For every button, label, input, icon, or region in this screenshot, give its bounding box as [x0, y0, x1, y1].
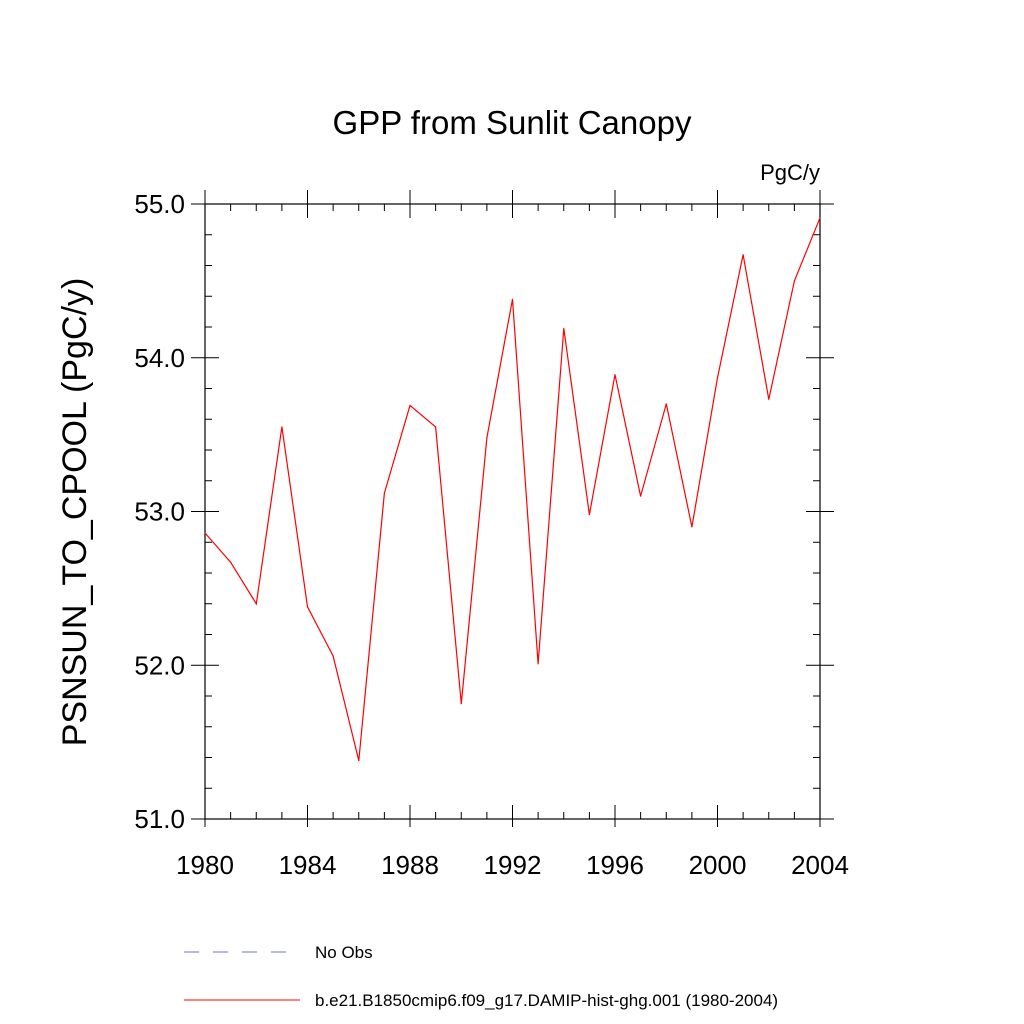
y-tick-label: 55.0: [134, 189, 185, 219]
data-point: [409, 404, 411, 407]
data-point: [383, 492, 385, 494]
data-point: [332, 655, 334, 657]
data-point: [742, 254, 744, 256]
x-tick-label: 1996: [586, 850, 644, 880]
x-tick-label: 2000: [689, 850, 747, 880]
y-axis-label: PSNSUN_TO_CPOOL (PgC/y): [56, 278, 94, 747]
data-point: [511, 298, 514, 300]
series-layer: [204, 217, 821, 762]
data-point: [614, 374, 616, 376]
y-tick-label: 52.0: [134, 650, 185, 680]
data-point: [665, 403, 667, 405]
data-point: [230, 561, 232, 563]
x-tick-label: 1984: [279, 850, 337, 880]
data-point: [486, 437, 488, 439]
y-tick-label: 54.0: [134, 343, 185, 373]
y-tick-label: 51.0: [134, 804, 185, 834]
plot-frame: [204, 203, 821, 820]
data-point: [204, 532, 206, 534]
data-point: [819, 217, 821, 219]
data-point: [306, 606, 309, 608]
data-point: [537, 663, 539, 665]
data-point: [435, 426, 437, 428]
legend-label: No Obs: [315, 943, 373, 962]
tick-labels: 1980 1984 1988 1992 1996 2000 2004 51.0 52.0 53.0…: [134, 189, 849, 880]
data-point: [588, 513, 590, 516]
data-point: [716, 377, 719, 379]
x-tick-label: 1980: [176, 850, 234, 880]
data-point: [691, 526, 693, 528]
x-tick-label: 2004: [791, 850, 849, 880]
x-tick-label: 1992: [484, 850, 542, 880]
axis-ticks: [191, 190, 834, 827]
legend: No Obs b.e21.B1850cmip6.f09_g17.DAMIP-his…: [184, 943, 778, 1010]
legend-label: b.e21.B1850cmip6.f09_g17.DAMIP-hist-ghg.…: [315, 991, 778, 1010]
y-tick-label: 53.0: [134, 497, 185, 527]
data-point: [563, 327, 565, 330]
data-point: [793, 280, 795, 282]
data-point: [768, 398, 770, 400]
x-tick-label: 1988: [381, 850, 439, 880]
data-point: [358, 759, 360, 762]
units-label: PgC/y: [760, 160, 820, 185]
data-point: [640, 495, 642, 497]
data-point: [460, 703, 462, 705]
chart-title: GPP from Sunlit Canopy: [333, 104, 692, 141]
data-point: [281, 426, 283, 428]
data-point: [255, 603, 257, 605]
